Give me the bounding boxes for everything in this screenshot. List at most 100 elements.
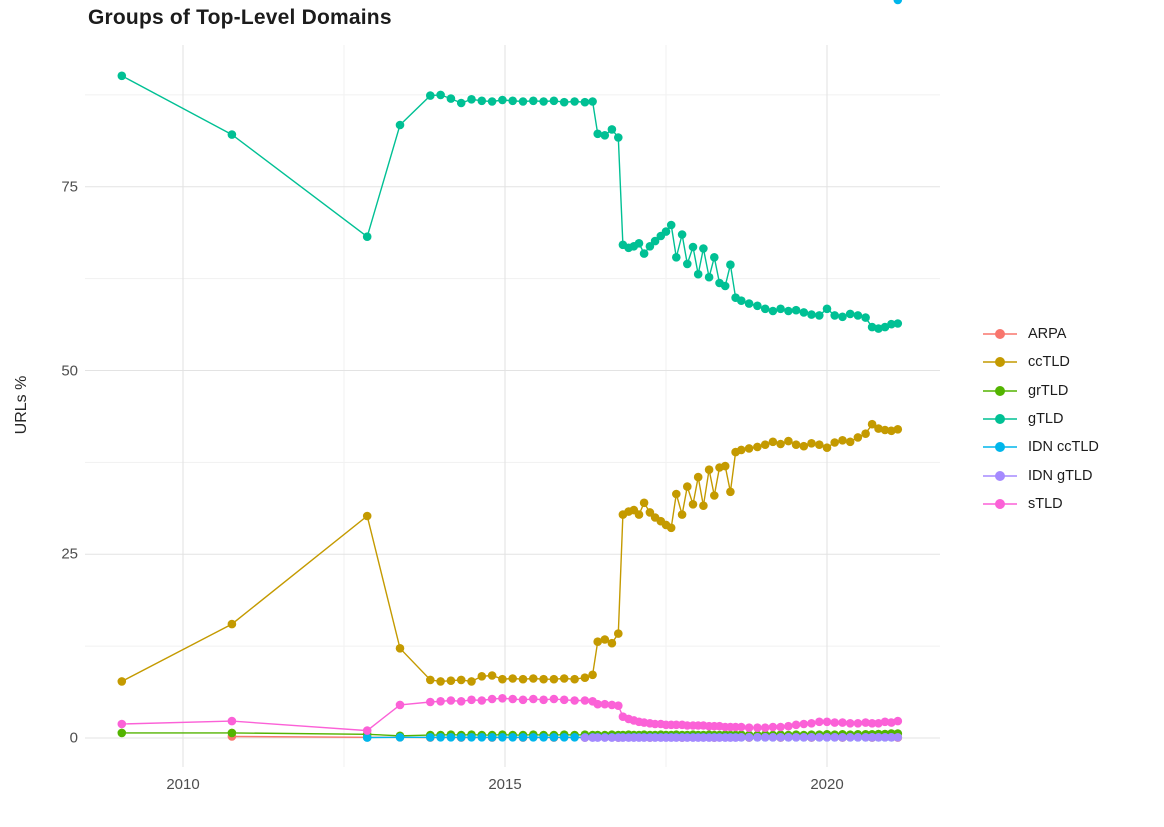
- data-point-gTLD: [791, 305, 801, 315]
- data-point-IDN-gTLD: [867, 733, 877, 742]
- data-point-ccTLD: [672, 489, 681, 499]
- data-point-gTLD: [753, 301, 762, 311]
- data-point-gTLD: [704, 272, 714, 282]
- data-point-sTLD: [830, 718, 839, 727]
- data-point-IDN-gTLD: [784, 733, 793, 742]
- data-point-ccTLD: [477, 672, 487, 681]
- legend-key-icon: [983, 498, 1017, 509]
- legend-key-icon: [983, 470, 1017, 481]
- data-point-gTLD: [456, 98, 466, 108]
- data-point-ccTLD: [529, 674, 538, 683]
- data-point-sTLD: [838, 718, 847, 727]
- data-point-sTLD: [227, 716, 237, 726]
- data-point-IDN-ccTLD: [477, 733, 487, 742]
- data-point-gTLD: [815, 311, 824, 320]
- data-point-gTLD: [887, 319, 896, 329]
- data-point-ccTLD: [799, 441, 809, 451]
- data-point-ccTLD: [498, 674, 507, 684]
- data-point-ccTLD: [874, 424, 883, 433]
- data-point-sTLD: [893, 716, 903, 726]
- data-point-IDN-gTLD: [830, 733, 839, 742]
- data-point-IDN-ccTLD: [456, 733, 466, 742]
- data-point-IDN-gTLD: [600, 733, 610, 742]
- data-point-ccTLD: [593, 637, 602, 646]
- data-point-sTLD: [559, 695, 569, 705]
- data-point-ccTLD: [867, 419, 877, 429]
- data-point-gTLD: [580, 97, 590, 107]
- data-point-sTLD: [744, 723, 754, 732]
- data-point-sTLD: [518, 695, 528, 705]
- data-point-gTLD: [395, 120, 405, 130]
- data-point-ccTLD: [893, 425, 903, 434]
- data-point-gTLD: [845, 309, 855, 319]
- data-point-ccTLD: [845, 437, 855, 447]
- data-point-IDN-gTLD: [768, 733, 778, 742]
- data-point-ccTLD: [614, 629, 623, 638]
- x-tick-label: 2010: [166, 776, 200, 793]
- data-point-IDN-gTLD: [607, 733, 617, 742]
- data-point-ccTLD: [508, 674, 517, 683]
- data-point-gTLD: [699, 244, 708, 253]
- data-point-IDN-gTLD: [744, 733, 754, 742]
- data-point-gTLD: [807, 310, 816, 319]
- data-point-gTLD: [688, 242, 698, 252]
- chart-title: Groups of Top-Level Domains: [88, 6, 392, 29]
- data-point-ccTLD: [467, 677, 476, 686]
- data-point-sTLD: [867, 719, 877, 728]
- data-point-gTLD: [830, 311, 839, 320]
- data-point-gTLD: [880, 322, 890, 332]
- data-point-gTLD: [477, 96, 487, 106]
- data-point-ccTLD: [117, 677, 127, 686]
- data-point-sTLD: [467, 695, 476, 705]
- data-point-gTLD: [487, 97, 497, 106]
- data-point-sTLD: [395, 700, 405, 710]
- data-point-sTLD: [861, 718, 870, 727]
- data-point-sTLD: [508, 694, 517, 704]
- data-point-IDN-ccTLD: [426, 733, 435, 742]
- data-point-IDN-gTLD: [737, 733, 746, 742]
- data-point-IDN-gTLD: [753, 733, 762, 742]
- data-point-IDN-ccTLD: [362, 733, 372, 742]
- data-point-gTLD: [498, 95, 507, 105]
- series-line-gTLD: [121, 75, 898, 330]
- data-point-ccTLD: [693, 472, 703, 482]
- data-point-IDN-gTLD: [861, 733, 870, 742]
- data-point-sTLD: [498, 694, 507, 703]
- legend-item-ARPA: ARPA: [983, 320, 1099, 348]
- data-point-IDN-gTLD: [580, 733, 590, 742]
- data-point-sTLD: [799, 719, 809, 729]
- data-point-ccTLD: [634, 510, 644, 519]
- data-point-gTLD: [529, 96, 538, 106]
- y-tick-label: 25: [61, 545, 78, 563]
- data-point-IDN-ccTLD: [529, 733, 538, 742]
- data-point-IDN-gTLD: [853, 733, 863, 742]
- data-point-IDN-gTLD: [887, 733, 896, 742]
- data-point-sTLD: [600, 699, 610, 709]
- data-point-sTLD: [593, 699, 602, 709]
- data-point-gTLD: [822, 304, 832, 314]
- data-point-ccTLD: [688, 500, 698, 509]
- legend-label: sTLD: [1028, 495, 1063, 512]
- data-point-IDN-ccTLD: [446, 733, 456, 742]
- data-point-IDN-gTLD: [822, 733, 832, 742]
- data-point-gTLD: [720, 281, 730, 291]
- data-point-IDN-gTLD: [791, 733, 801, 742]
- data-point-gTLD: [693, 269, 703, 279]
- data-point-IDN-gTLD: [799, 733, 809, 742]
- data-point-ccTLD: [683, 482, 692, 491]
- data-point-ccTLD: [607, 638, 617, 648]
- legend-item-grTLD: grTLD: [983, 377, 1099, 405]
- data-point-IDN-ccTLD: [436, 733, 445, 742]
- data-point-gTLD: [607, 125, 617, 134]
- data-point-gTLD: [737, 296, 746, 306]
- data-point-sTLD: [853, 719, 863, 728]
- data-point-gTLD: [672, 252, 681, 262]
- data-point-ccTLD: [677, 510, 687, 519]
- data-point-ccTLD: [549, 674, 559, 684]
- data-point-ccTLD: [446, 676, 456, 685]
- data-point-gTLD: [426, 91, 435, 100]
- data-point-ccTLD: [830, 438, 839, 447]
- data-point-gTLD: [508, 96, 517, 106]
- data-point-ccTLD: [456, 675, 466, 685]
